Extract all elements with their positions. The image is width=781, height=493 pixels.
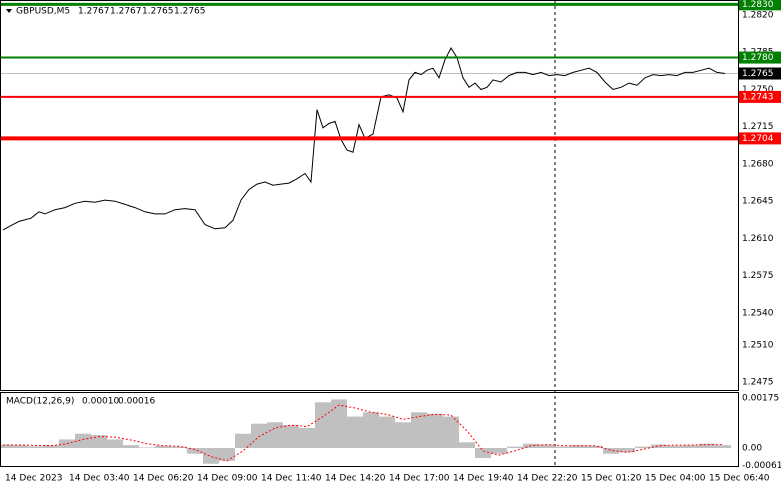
level-label-box — [739, 132, 781, 145]
price-frame — [0, 0, 739, 391]
histogram-bar — [219, 448, 235, 461]
level-label: 1.2704 — [742, 134, 774, 144]
level-label: 1.2743 — [742, 92, 774, 102]
histogram-bar — [491, 448, 507, 454]
x-tick-label: 14 Dec 03:40 — [69, 474, 130, 484]
price-line — [2, 46, 726, 231]
labels: 1.28201.27851.27501.27151.26801.26451.26… — [5, 0, 781, 484]
x-tick-label: 14 Dec 06:20 — [133, 474, 194, 484]
y-tick-label: 1.2610 — [742, 234, 774, 244]
histogram-bar — [651, 444, 667, 448]
price-label-box — [739, 67, 781, 80]
histogram-bar — [395, 422, 411, 448]
histogram-bar — [203, 448, 219, 464]
macd-frame — [0, 392, 739, 467]
ohlc-value: 1.2765 — [142, 7, 174, 17]
x-tick-label: 14 Dec 2023 — [5, 474, 63, 484]
histogram-bar — [587, 445, 603, 448]
level-label-box — [739, 90, 781, 103]
x-tick-label: 14 Dec 22:20 — [517, 474, 578, 484]
y-tick-label: 1.2540 — [742, 308, 774, 318]
histogram-bar — [331, 399, 347, 448]
y-tick-label: 1.2680 — [742, 159, 774, 169]
histogram-bar — [379, 416, 395, 448]
histogram-bar — [555, 446, 571, 448]
histogram-bar — [683, 445, 699, 448]
level-label-box — [739, 0, 781, 11]
level-label: 1.2830 — [742, 0, 774, 10]
histogram-bar — [267, 422, 283, 448]
histogram-bar — [507, 446, 523, 448]
histogram-bar — [619, 448, 635, 453]
x-tick-label: 14 Dec 17:00 — [389, 474, 450, 484]
y-tick-label: 1.2715 — [742, 122, 774, 132]
histogram-bar — [571, 445, 587, 448]
x-tick-label: 14 Dec 11:40 — [261, 474, 322, 484]
x-tick-label: 15 Dec 06:40 — [709, 474, 770, 484]
y-tick-label: 1.2575 — [742, 271, 774, 281]
ohlc-value: 1.2767 — [78, 7, 110, 17]
histogram-bar — [75, 433, 91, 448]
indicator-value: 0.00016 — [118, 397, 155, 407]
y-tick-label: 1.2510 — [742, 340, 774, 350]
histogram-bar — [635, 446, 651, 448]
ohlc-value: 1.2765 — [174, 7, 206, 17]
histogram-bar — [539, 444, 555, 448]
histogram-bar — [187, 448, 203, 454]
histogram-bar — [315, 402, 331, 448]
y-tick-label: 1.2820 — [742, 11, 774, 21]
y-tick-label: 1.2475 — [742, 378, 774, 388]
histogram-bar — [411, 412, 427, 448]
y-tick-label: 0.00175 — [742, 394, 779, 404]
histogram-bar — [107, 439, 123, 448]
indicator-title: MACD(12,26,9) — [6, 397, 74, 407]
histogram-bar — [603, 448, 619, 454]
histogram-bar — [251, 423, 267, 448]
menu-arrow[interactable] — [6, 9, 12, 13]
histogram-bar — [363, 412, 379, 448]
histogram-bar — [699, 443, 715, 448]
histogram-bar — [459, 442, 475, 448]
signal-line — [2, 404, 723, 462]
y-tick-label: -0.00061 — [742, 461, 781, 471]
histogram-bar — [347, 416, 363, 448]
level-label: 1.2780 — [742, 53, 774, 63]
histogram-bar — [91, 435, 107, 448]
x-tick-label: 14 Dec 19:40 — [453, 474, 514, 484]
x-tick-label: 15 Dec 01:20 — [581, 474, 642, 484]
histogram-bar — [475, 448, 491, 458]
histogram-bar — [123, 445, 139, 448]
histogram-bar — [443, 416, 459, 448]
histogram-bar — [171, 446, 187, 448]
indicator-value: 0.00010 — [82, 397, 119, 407]
symbol: GBPUSD,M5 — [16, 7, 70, 17]
histogram-bar — [43, 445, 59, 448]
histogram-bar — [0, 444, 11, 448]
histogram-bar — [11, 445, 27, 448]
histogram-bar — [715, 445, 731, 448]
histogram-bar — [235, 433, 251, 448]
histogram-bar — [27, 446, 43, 448]
x-tick-label: 14 Dec 14:20 — [325, 474, 386, 484]
histogram-bar — [283, 425, 299, 448]
y-tick-label: 0.00 — [742, 444, 762, 454]
ohlc-value: 1.2767 — [110, 7, 142, 17]
x-tick-label: 15 Dec 04:00 — [645, 474, 706, 484]
price-label: 1.2765 — [742, 69, 774, 79]
histogram-bar — [155, 445, 171, 448]
y-tick-label: 1.2645 — [742, 197, 774, 207]
histogram-bar — [139, 447, 155, 448]
marks — [0, 0, 738, 467]
histogram-bar — [427, 413, 443, 448]
y-tick-label: 1.2750 — [742, 85, 774, 95]
histogram-bar — [667, 445, 683, 448]
x-tick-label: 14 Dec 09:00 — [197, 474, 258, 484]
histogram-bar — [299, 428, 315, 448]
level-label-box — [739, 51, 781, 64]
